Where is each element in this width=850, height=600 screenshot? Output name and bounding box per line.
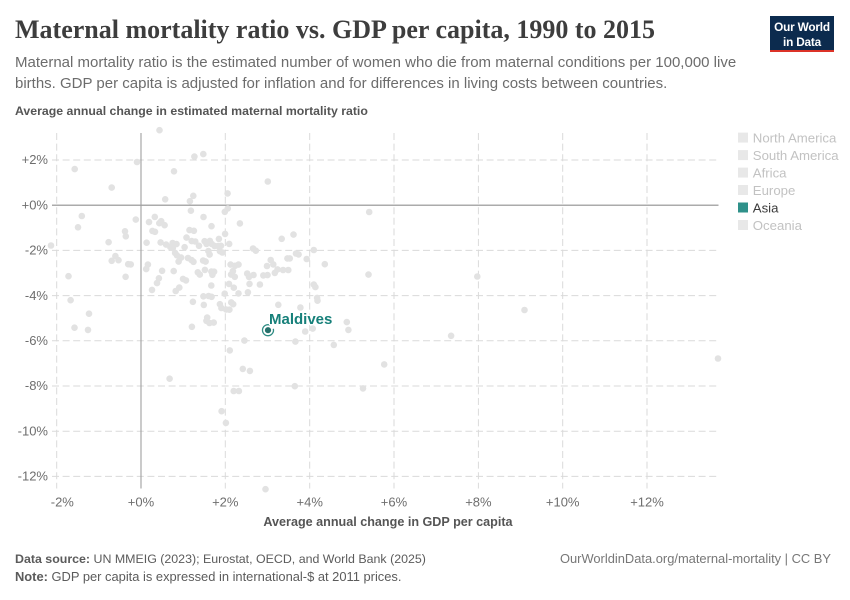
- svg-text:Average annual change in GDP p: Average annual change in GDP per capita: [263, 515, 513, 529]
- svg-text:-8%: -8%: [25, 378, 49, 393]
- svg-text:-10%: -10%: [18, 423, 49, 438]
- svg-text:-6%: -6%: [25, 333, 49, 348]
- svg-text:Asia: Asia: [753, 200, 779, 215]
- svg-text:+0%: +0%: [128, 495, 155, 510]
- svg-text:+6%: +6%: [381, 495, 408, 510]
- svg-text:Oceania: Oceania: [753, 218, 803, 233]
- svg-text:+8%: +8%: [465, 495, 492, 510]
- svg-text:South America: South America: [753, 148, 839, 163]
- svg-text:+4%: +4%: [297, 495, 324, 510]
- svg-text:+2%: +2%: [22, 152, 49, 167]
- svg-text:+2%: +2%: [212, 495, 239, 510]
- svg-text:-2%: -2%: [25, 243, 49, 258]
- svg-text:North America: North America: [753, 130, 837, 145]
- svg-text:+10%: +10%: [546, 495, 580, 510]
- svg-text:Europe: Europe: [753, 183, 796, 198]
- svg-text:+12%: +12%: [630, 495, 664, 510]
- svg-text:-2%: -2%: [51, 495, 75, 510]
- svg-text:Africa: Africa: [753, 165, 787, 180]
- svg-text:+0%: +0%: [22, 197, 49, 212]
- svg-text:-12%: -12%: [18, 469, 49, 484]
- svg-text:-4%: -4%: [25, 288, 49, 303]
